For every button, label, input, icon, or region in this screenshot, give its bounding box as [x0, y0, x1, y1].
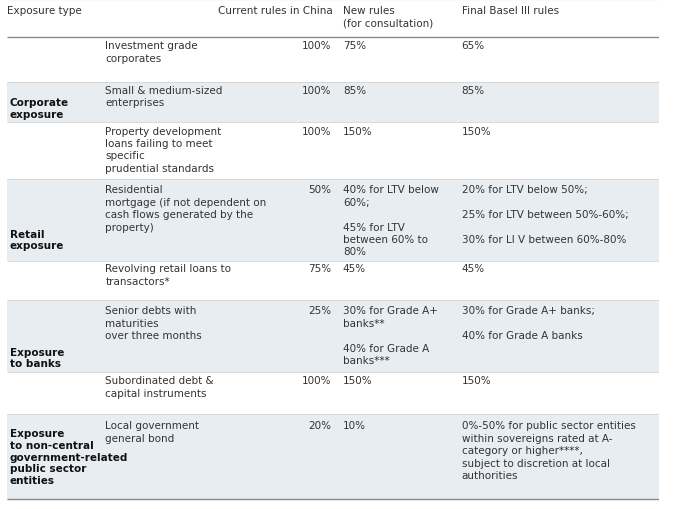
Text: 50%: 50%	[309, 185, 332, 195]
Text: Small & medium-sized
enterprises: Small & medium-sized enterprises	[105, 86, 223, 108]
Text: Exposure type: Exposure type	[7, 6, 81, 16]
Bar	[7, 301, 659, 373]
Text: Final Basel III rules: Final Basel III rules	[462, 6, 558, 16]
Text: Exposure
to banks: Exposure to banks	[10, 347, 64, 369]
Text: 0%-50% for public sector entities
within sovereigns rated at A-
category or high: 0%-50% for public sector entities within…	[462, 420, 635, 480]
Text: 150%: 150%	[343, 126, 372, 136]
Text: 150%: 150%	[343, 376, 372, 385]
Text: 20% for LTV below 50%;

25% for LTV between 50%-60%;

30% for LI V between 60%-8: 20% for LTV below 50%; 25% for LTV betwe…	[462, 185, 628, 244]
Bar	[7, 122, 659, 179]
Text: Local government
general bond: Local government general bond	[105, 420, 199, 443]
Text: 100%: 100%	[302, 126, 332, 136]
Text: 100%: 100%	[302, 41, 332, 51]
Text: 85%: 85%	[343, 86, 366, 96]
Bar	[7, 38, 659, 83]
Text: 40% for LTV below
60%;

45% for LTV
between 60% to
80%: 40% for LTV below 60%; 45% for LTV betwe…	[343, 185, 439, 257]
Bar	[7, 179, 659, 261]
Text: 85%: 85%	[462, 86, 485, 96]
Text: 150%: 150%	[462, 126, 491, 136]
Text: Subordinated debt &
capital instruments: Subordinated debt & capital instruments	[105, 376, 214, 398]
Text: 25%: 25%	[308, 306, 332, 316]
Text: Property development
loans failing to meet
specific
prudential standards: Property development loans failing to me…	[105, 126, 222, 174]
Text: Investment grade
corporates: Investment grade corporates	[105, 41, 198, 64]
Text: New rules
(for consultation): New rules (for consultation)	[343, 6, 433, 29]
Text: Residential
mortgage (if not dependent on
cash flows generated by the
property): Residential mortgage (if not dependent o…	[105, 185, 267, 232]
Bar	[7, 83, 659, 122]
Text: 10%: 10%	[343, 420, 366, 431]
Text: 75%: 75%	[343, 41, 366, 51]
Text: 75%: 75%	[308, 264, 332, 274]
Text: 30% for Grade A+
banks**

40% for Grade A
banks***: 30% for Grade A+ banks** 40% for Grade A…	[343, 306, 437, 365]
Text: Current rules in China: Current rules in China	[218, 6, 333, 16]
Text: 65%: 65%	[462, 41, 485, 51]
Text: 100%: 100%	[302, 376, 332, 385]
Text: Exposure
to non-central
government-related
public sector
entities: Exposure to non-central government-relat…	[10, 429, 128, 485]
Text: 45%: 45%	[343, 264, 366, 274]
Bar	[7, 415, 659, 499]
Text: 100%: 100%	[302, 86, 332, 96]
Text: Senior debts with
maturities
over three months: Senior debts with maturities over three …	[105, 306, 202, 341]
Bar	[7, 0, 659, 38]
Text: Revolving retail loans to
transactors*: Revolving retail loans to transactors*	[105, 264, 231, 286]
Text: 45%: 45%	[462, 264, 485, 274]
Bar	[7, 261, 659, 301]
Text: 30% for Grade A+ banks;

40% for Grade A banks: 30% for Grade A+ banks; 40% for Grade A …	[462, 306, 594, 341]
Bar	[7, 373, 659, 415]
Text: Retail
exposure: Retail exposure	[10, 229, 64, 251]
Text: 150%: 150%	[462, 376, 491, 385]
Text: 20%: 20%	[309, 420, 332, 431]
Text: Corporate
exposure: Corporate exposure	[10, 98, 69, 120]
